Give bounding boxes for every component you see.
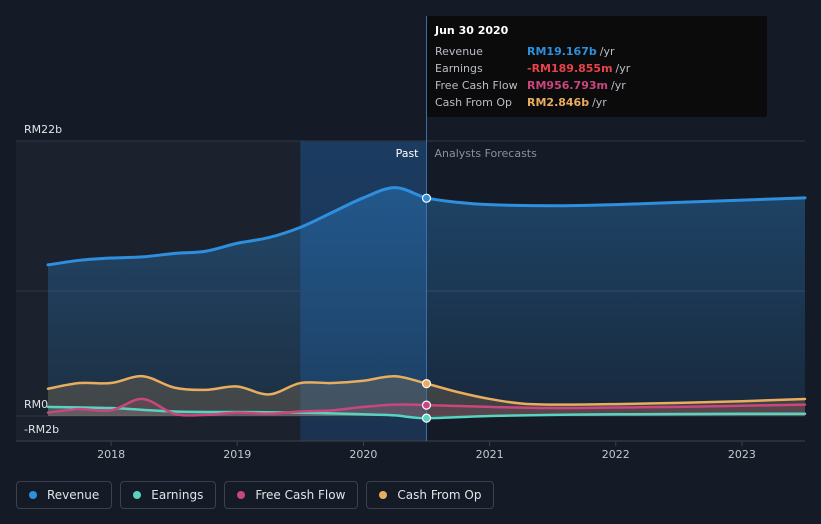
tooltip-unit: /yr bbox=[610, 79, 626, 92]
x-tick-label: 2018 bbox=[97, 448, 125, 461]
x-tick-label: 2019 bbox=[223, 448, 251, 461]
tooltip-row-cash-from-op: Cash From Op RM2.846b /yr bbox=[435, 94, 759, 111]
cash-from-op-line bbox=[46, 374, 807, 406]
tooltip-row-earnings: Earnings -RM189.855m /yr bbox=[435, 60, 759, 77]
legend-item-earnings[interactable]: Earnings bbox=[120, 481, 217, 509]
x-tick-label: 2022 bbox=[602, 448, 630, 461]
tooltip-label: Earnings bbox=[435, 62, 483, 75]
y-tick-label: RM22b bbox=[24, 123, 62, 136]
earnings-dot-icon bbox=[133, 491, 142, 499]
revenue-dot-icon bbox=[29, 491, 37, 499]
earnings-line bbox=[46, 405, 807, 420]
tooltip-value: RM2.846b bbox=[527, 96, 590, 109]
free-cash-flow-dot-icon bbox=[237, 491, 246, 499]
tooltip-date: Jun 30 2020 bbox=[435, 24, 509, 37]
legend-label: Free Cash Flow bbox=[255, 488, 346, 502]
tooltip-value: RM19.167b bbox=[527, 45, 597, 58]
legend-item-free-cash-flow[interactable]: Free Cash Flow bbox=[224, 481, 359, 509]
tooltip-unit: /yr bbox=[592, 96, 607, 109]
x-tick-label: 2021 bbox=[476, 448, 504, 461]
x-tick-label: 2023 bbox=[728, 448, 756, 461]
tooltip: Jun 30 2020 Revenue RM19.167b /yr Earnin… bbox=[427, 16, 767, 117]
legend-label: Earnings bbox=[151, 488, 204, 502]
x-tick-label: 2020 bbox=[349, 448, 377, 461]
tooltip-row-revenue: Revenue RM19.167b /yr bbox=[435, 43, 759, 60]
tooltip-label: Revenue bbox=[435, 45, 483, 58]
tooltip-row-free-cash-flow: Free Cash Flow RM956.793m /yr bbox=[435, 77, 759, 94]
earnings-hover-point bbox=[421, 413, 432, 423]
legend: Revenue Earnings Free Cash Flow Cash Fro… bbox=[16, 481, 495, 509]
legend-label: Revenue bbox=[47, 488, 100, 502]
cash-from-op-dot-icon bbox=[379, 491, 388, 499]
tooltip-unit: /yr bbox=[615, 62, 631, 75]
free-cash-flow-line bbox=[46, 397, 807, 417]
analysts-forecasts-label: Analysts Forecasts bbox=[435, 147, 538, 160]
revenue-line bbox=[46, 186, 807, 267]
legend-item-cash-from-op[interactable]: Cash From Op bbox=[366, 481, 495, 509]
tooltip-unit: /yr bbox=[599, 45, 615, 58]
y-tick-label: RM0 bbox=[24, 398, 48, 411]
tooltip-value: -RM189.855m bbox=[527, 62, 613, 75]
tooltip-label: Free Cash Flow bbox=[435, 79, 518, 92]
free-cash-flow-hover-point bbox=[421, 400, 432, 410]
tooltip-label: Cash From Op bbox=[435, 96, 513, 109]
tooltip-value: RM956.793m bbox=[527, 79, 608, 92]
past-label: Past bbox=[396, 147, 420, 160]
y-tick-label: -RM2b bbox=[24, 423, 59, 436]
cash-from-op-hover-point bbox=[421, 379, 432, 389]
chart-area: RM22b RM0 -RM2b 2018 2019 2020 2021 2022 2023 P… bbox=[16, 16, 807, 461]
legend-item-revenue[interactable]: Revenue bbox=[16, 481, 113, 509]
legend-label: Cash From Op bbox=[397, 488, 482, 502]
revenue-hover-point bbox=[421, 193, 432, 203]
